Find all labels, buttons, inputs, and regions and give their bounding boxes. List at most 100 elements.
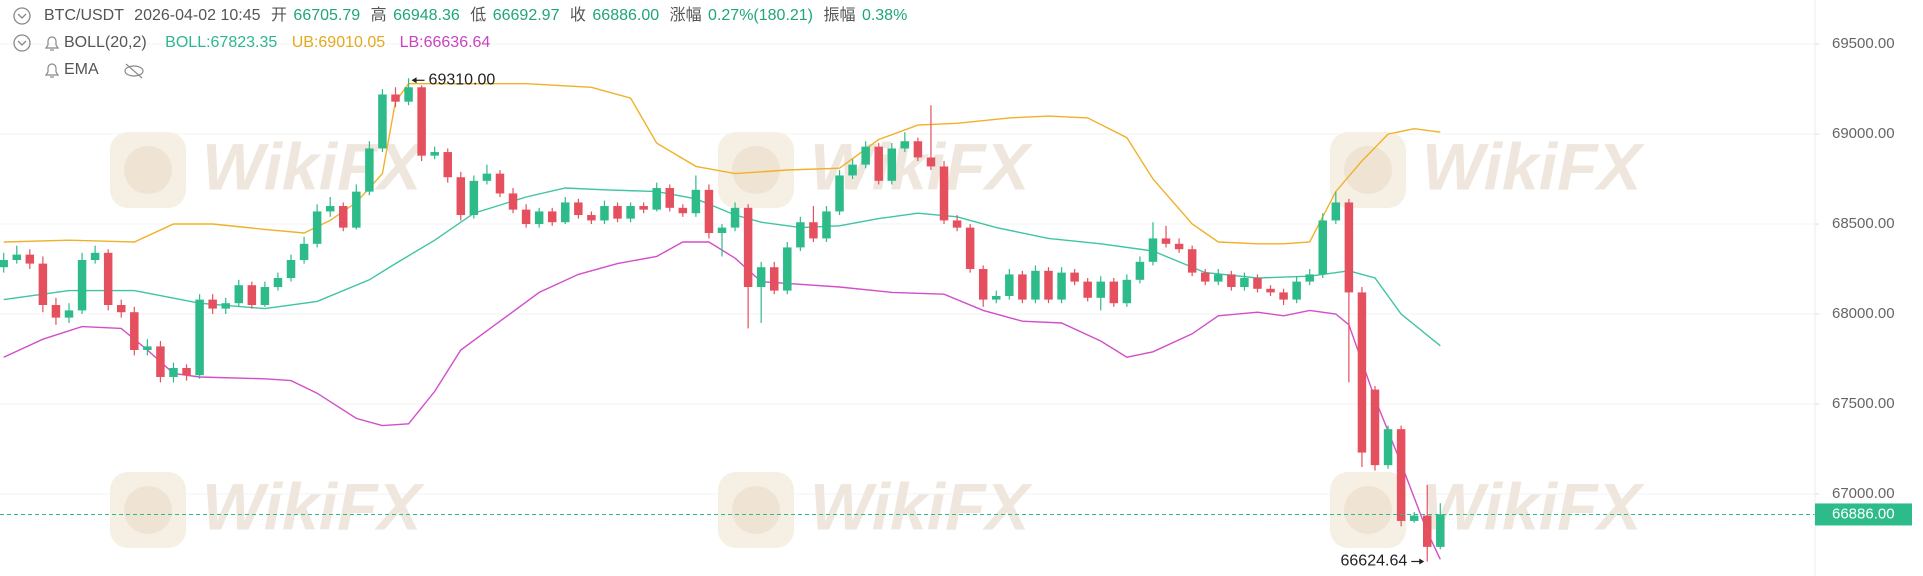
annotation-arrow: [1419, 558, 1425, 565]
bell-icon[interactable]: [44, 36, 60, 51]
candle-body: [939, 166, 949, 221]
candle-body: [273, 278, 283, 288]
candle-body: [404, 87, 413, 102]
candle-body: [0, 260, 8, 268]
boll-line: BOLL(20,2) BOLL:67823.35 UB:69010.05 LB:…: [64, 34, 490, 51]
candle-body: [887, 148, 897, 181]
candle-body: [861, 146, 870, 165]
candle-body: [717, 227, 727, 234]
boll-ub: UB:69010.05: [292, 34, 386, 51]
candle-body: [1070, 272, 1079, 282]
amplitude-label: 振幅: [823, 6, 855, 24]
candle-body: [1383, 429, 1393, 466]
candle-body: [900, 141, 910, 149]
candle-body: [1187, 249, 1197, 273]
hide-icon[interactable]: [124, 63, 144, 79]
candle-body: [312, 211, 322, 244]
candle-body: [299, 243, 309, 261]
candle-body: [417, 87, 426, 156]
collapse-icon[interactable]: [13, 34, 31, 52]
y-tick-label: 68000.00: [1832, 305, 1895, 322]
candle-body: [534, 211, 544, 225]
candle-body: [116, 305, 126, 313]
bell-icon[interactable]: [44, 63, 60, 78]
candle-body: [561, 202, 570, 223]
y-tick-label: 67000.00: [1832, 485, 1895, 502]
candle-body: [769, 267, 779, 291]
collapse-icon[interactable]: [13, 7, 31, 25]
candle-body: [1344, 202, 1354, 293]
candle-body: [1318, 220, 1328, 275]
candle-body: [1409, 515, 1419, 521]
candle-body: [247, 285, 257, 306]
candle-body: [130, 312, 139, 350]
candle-body: [978, 269, 988, 300]
candle-body: [521, 209, 531, 225]
candle-body: [952, 220, 962, 228]
candle-body: [574, 202, 583, 216]
close-label: 收: [570, 6, 586, 24]
candle-body: [783, 247, 792, 291]
candle-body: [103, 252, 113, 306]
y-tick-label: 69500.00: [1832, 35, 1895, 52]
candle-body: [325, 206, 335, 212]
candle-body: [1122, 279, 1132, 304]
time: 2026-04-02 10:45: [134, 7, 260, 24]
candle-body: [1083, 281, 1092, 298]
candle-body: [874, 146, 883, 181]
candle-body: [286, 260, 296, 279]
low-label: 低: [470, 6, 486, 24]
ema-label: EMA: [64, 61, 99, 78]
candle-body: [704, 189, 714, 234]
watermark-logo: [1344, 486, 1392, 534]
candle-body: [1200, 272, 1210, 282]
band-line: [3, 241, 1441, 560]
candle-body: [965, 227, 975, 270]
candle-body: [691, 189, 701, 214]
price-axis: 67000.00 67500.00 68000.00 68500.00 69000.00…: [1815, 35, 1895, 502]
candle-body: [835, 175, 844, 212]
candle-body: [508, 193, 518, 210]
candle-body: [822, 211, 831, 239]
candle-body: [848, 164, 857, 176]
candle-body: [339, 206, 348, 228]
candle-body: [1266, 288, 1275, 293]
candle-body: [1031, 270, 1040, 300]
change-label: 涨幅: [670, 6, 702, 24]
candle-body: [221, 303, 230, 309]
candle-body: [547, 211, 557, 223]
candle-body: [652, 188, 661, 210]
candle-body: [626, 206, 635, 219]
candle-body: [1109, 281, 1119, 304]
candle-body: [992, 296, 1001, 300]
candle-body: [64, 310, 74, 318]
candle-body: [143, 346, 152, 350]
candle-body: [51, 305, 61, 318]
candle-body: [430, 152, 439, 156]
y-tick-label: 67500.00: [1832, 395, 1895, 412]
candle-body: [1370, 389, 1380, 466]
watermark-logo: [124, 146, 172, 194]
candle-body: [1357, 292, 1367, 453]
candle-body: [208, 299, 217, 309]
band-line: [3, 83, 1441, 245]
candle-body: [1240, 278, 1249, 288]
candle-body: [1253, 278, 1262, 289]
watermark-logo: [732, 146, 780, 194]
candle-body: [1436, 514, 1445, 547]
watermark-logo: [732, 486, 780, 534]
watermark-logo: [1344, 146, 1392, 194]
candle-body: [77, 260, 87, 311]
bollinger-bands: [3, 83, 1441, 560]
candle-body: [1148, 238, 1158, 262]
watermark: WikiFX: [202, 129, 425, 203]
boll-name: BOLL(20,2): [64, 34, 147, 51]
candle-body: [443, 152, 452, 178]
y-tick-label: 68500.00: [1832, 215, 1895, 232]
open-value: 66705.79: [293, 7, 360, 24]
candle-body: [587, 215, 596, 221]
candle-body: [38, 263, 48, 306]
candle-body: [1292, 281, 1301, 300]
candle-body: [613, 206, 622, 219]
